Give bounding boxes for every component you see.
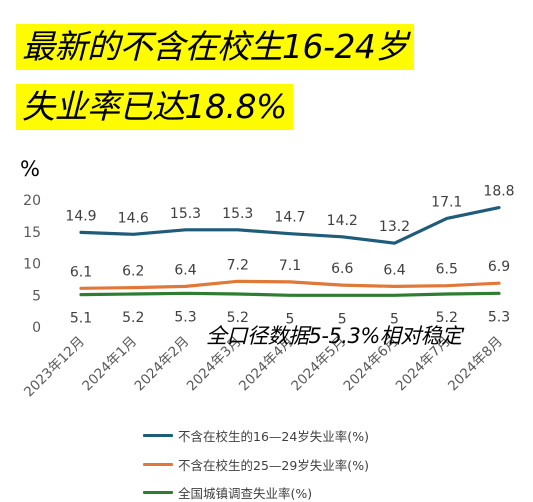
data-label: 6.4 — [174, 262, 196, 278]
data-label: 14.6 — [118, 210, 149, 226]
legend-swatch — [143, 462, 173, 466]
series-line-1 — [79, 206, 501, 245]
legend-label: 不含在校生的25—29岁失业率(%) — [178, 457, 369, 473]
data-label: 14.2 — [327, 213, 358, 229]
chart-annotation: 全口径数据5-5.3%相对稳定 — [206, 324, 462, 348]
y-tick-label: 20 — [23, 193, 41, 209]
series-line-2 — [79, 279, 501, 290]
headline-line-2: 失业率已达18.8% — [16, 84, 293, 130]
data-label: 15.3 — [170, 206, 201, 222]
data-label: 6.5 — [436, 262, 458, 278]
legend-item: 全国城镇调查失业率(%) — [143, 482, 312, 502]
data-label: 5.3 — [488, 309, 510, 325]
data-label: 5.3 — [174, 309, 196, 325]
data-label: 6.9 — [488, 259, 510, 275]
data-label: 17.1 — [431, 194, 462, 210]
data-label: 14.9 — [65, 208, 96, 224]
line-chart: 051015202023年12月2024年1月2024年2月2024年3月202… — [21, 184, 515, 401]
legend-label: 不含在校生的16—24岁失业率(%) — [178, 428, 369, 444]
data-label: 14.7 — [274, 210, 305, 226]
data-label: 7.2 — [227, 257, 249, 273]
data-label: 5.2 — [122, 310, 144, 326]
data-label: 6.1 — [70, 264, 92, 280]
y-tick-label: 15 — [23, 225, 41, 241]
data-label: 6.4 — [383, 262, 405, 278]
data-label: 13.2 — [379, 219, 410, 235]
data-label: 6.2 — [122, 264, 144, 280]
data-label: 15.3 — [222, 206, 253, 222]
legend-label: 全国城镇调查失业率(%) — [178, 485, 313, 501]
data-label: 5 — [286, 311, 295, 327]
x-tick-label: 2024年2月 — [132, 334, 193, 395]
y-axis-unit-label: % — [20, 157, 40, 181]
y-tick-label: 5 — [32, 288, 41, 304]
legend-item: 不含在校生的16—24岁失业率(%) — [143, 425, 369, 445]
data-label: 5.2 — [436, 310, 458, 326]
legend-swatch — [143, 490, 173, 494]
data-label: 5 — [390, 311, 399, 327]
headline-line-1: 最新的不含在校生16-24岁 — [16, 24, 414, 70]
x-tick-label: 2023年12月 — [21, 334, 88, 401]
y-tick-label: 10 — [23, 257, 41, 273]
legend-item: 不含在校生的25—29岁失业率(%) — [143, 454, 369, 474]
data-label: 5.2 — [227, 310, 249, 326]
y-tick-label: 0 — [32, 320, 41, 336]
data-label: 5.1 — [70, 311, 92, 327]
x-tick-label: 2024年1月 — [79, 334, 140, 395]
legend-swatch — [143, 433, 173, 437]
data-label: 18.8 — [483, 184, 514, 200]
data-label: 7.1 — [279, 258, 301, 274]
data-label: 5 — [338, 311, 347, 327]
series-line-3 — [79, 291, 501, 297]
data-label: 6.6 — [331, 261, 353, 277]
